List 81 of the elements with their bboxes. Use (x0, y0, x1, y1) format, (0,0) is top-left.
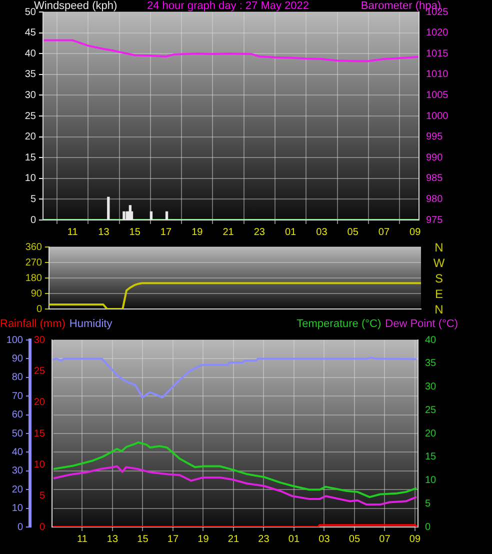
y3-tick-label: 35 (425, 358, 437, 370)
y-tick-label: 5 (30, 194, 36, 205)
y3-tick-label: 20 (425, 428, 437, 440)
y3-tick-label: 10 (425, 475, 437, 486)
y2-tick-label: 1005 (426, 90, 449, 101)
x-tick-label: 11 (67, 226, 78, 238)
y-tick-label: 0 (17, 522, 24, 533)
text: Dew Point (°C) (385, 318, 458, 330)
y3-tick-label: 40 (425, 334, 437, 346)
y2-tick-label: 1010 (426, 69, 449, 80)
x-tick-label: 01 (284, 226, 297, 238)
y-tick-label: 70 (12, 390, 24, 402)
x-tick-label: 07 (379, 534, 391, 545)
y-tick-label: 10 (24, 173, 36, 184)
y-tick-label: 80 (12, 372, 24, 384)
y3-tick-label: 5 (425, 498, 431, 510)
x-tick-label: 15 (129, 226, 141, 238)
y-tick-label: 50 (12, 428, 24, 440)
y2-tick-label: 980 (426, 194, 444, 205)
y-tick-label: 10 (12, 503, 24, 514)
y-tick-label: 180 (25, 272, 42, 284)
y-tick-label: 20 (24, 132, 36, 143)
chart-title: 24 hour graph day : 27 May 2022 (146, 0, 310, 12)
x-tick-label: 21 (222, 226, 234, 238)
y2-tick-label: 1000 (426, 110, 449, 122)
x-tick-label: 05 (347, 226, 359, 238)
y3-tick-label: 0 (425, 522, 431, 533)
text: N (434, 302, 444, 316)
y2-tick-label: 995 (426, 132, 444, 143)
x-tick-label: 19 (198, 534, 210, 545)
text: Humidity (69, 318, 112, 330)
y3-tick-label: 30 (425, 382, 437, 392)
y-tick-label: 60 (12, 410, 24, 421)
x-tick-label: 13 (98, 226, 110, 238)
text: S (434, 271, 444, 286)
y-tick-label: 100 (6, 334, 24, 346)
y-tick-label: 0 (36, 304, 42, 315)
x-tick-label: 21 (228, 534, 240, 545)
text: W (433, 256, 446, 270)
y-tick-label: 40 (12, 446, 24, 458)
y2-tick-label: 975 (426, 214, 444, 226)
x-tick-label: 07 (378, 226, 390, 238)
y-tick-label: 90 (12, 353, 24, 364)
x-tick-label: 01 (288, 534, 300, 545)
text: Rainfall (mm) (0, 318, 66, 330)
x-tick-label: 05 (348, 534, 360, 545)
y-axis-title: Windspeed (kph) (34, 0, 118, 12)
x-tick-label: 17 (167, 534, 179, 545)
x-tick-label: 17 (160, 226, 172, 238)
y2-tick-label: 990 (426, 152, 444, 164)
x-tick-label: 23 (258, 534, 270, 545)
y2-tick-label: 985 (426, 173, 444, 184)
x-tick-label: 13 (106, 534, 118, 545)
y-tick-label: 20 (12, 484, 24, 496)
y3-tick-label: 15 (425, 452, 437, 463)
y-tick-label: 25 (24, 110, 36, 122)
y-tick-label: 0 (30, 214, 36, 226)
y2-tick-label: 1020 (426, 28, 449, 39)
y2-tick-label: 1015 (426, 48, 449, 60)
y-tick-label: 270 (25, 257, 42, 268)
x-tick-label: 19 (192, 226, 204, 238)
x-tick-label: 09 (410, 226, 422, 238)
y-tick-label: 50 (24, 6, 36, 18)
y-tick-label: 15 (24, 152, 36, 164)
text: E (434, 286, 444, 301)
x-tick-label: 11 (77, 534, 88, 545)
x-tick-label: 15 (137, 534, 149, 545)
y-tick-label: 30 (24, 90, 36, 101)
y-tick-label: 45 (24, 28, 36, 39)
x-tick-label: 09 (409, 534, 421, 545)
y-tick-label: 360 (25, 242, 42, 253)
text: N (434, 240, 444, 254)
x-tick-label: 23 (254, 226, 266, 238)
y-tick-label: 90 (30, 288, 42, 300)
y-tick-label: 40 (24, 48, 36, 60)
y-tick-label: 30 (12, 466, 24, 477)
y-tick-label: 35 (24, 69, 36, 80)
y3-tick-label: 25 (425, 404, 437, 416)
text: Temperature (°C) (296, 318, 382, 330)
x-tick-label: 03 (316, 226, 328, 238)
x-tick-label: 03 (318, 534, 330, 545)
